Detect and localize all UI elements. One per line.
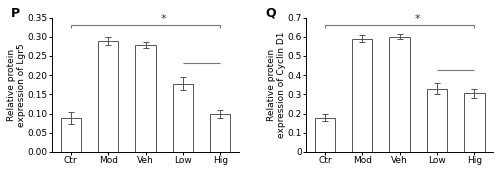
Text: *: * bbox=[414, 14, 420, 24]
Y-axis label: Relative protein
expression of Cyclin D1: Relative protein expression of Cyclin D1 bbox=[267, 31, 286, 138]
Text: *: * bbox=[160, 14, 166, 24]
Bar bbox=[314, 118, 335, 152]
Y-axis label: Relative protein
expression of Lgr5: Relative protein expression of Lgr5 bbox=[7, 43, 26, 127]
Bar bbox=[210, 114, 231, 152]
Bar bbox=[172, 84, 193, 152]
Bar bbox=[426, 89, 447, 152]
Bar bbox=[390, 37, 410, 152]
Bar bbox=[464, 93, 484, 152]
Bar bbox=[352, 39, 372, 152]
Text: Q: Q bbox=[265, 7, 276, 20]
Text: P: P bbox=[11, 7, 20, 20]
Bar bbox=[135, 45, 156, 152]
Bar bbox=[98, 41, 118, 152]
Bar bbox=[60, 118, 81, 152]
